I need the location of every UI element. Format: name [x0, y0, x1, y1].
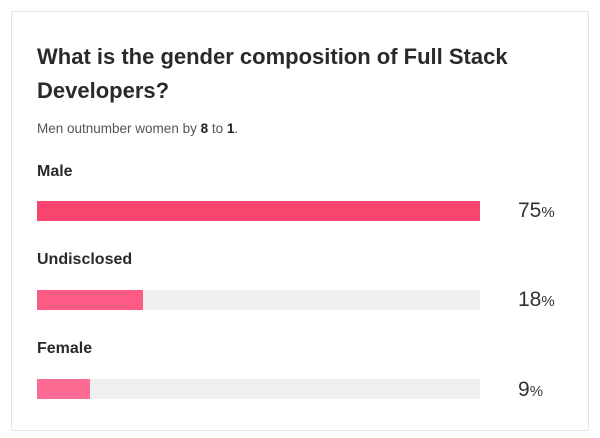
value-label-male: 75% [518, 199, 555, 225]
bar-track-male [37, 201, 480, 221]
percent-sign: % [541, 293, 555, 310]
value-label-undisclosed: 18% [518, 288, 555, 314]
bar-male [37, 201, 480, 221]
subtitle-mid: to [208, 121, 227, 136]
chart-title: What is the gender composition of Full S… [37, 44, 508, 103]
bar-label-female: Female [37, 340, 93, 357]
bar-label-undisclosed: Undisclosed [37, 251, 133, 268]
bar-track-undisclosed [37, 290, 480, 310]
value-label-female: 9% [518, 378, 543, 404]
ratio-women: 1 [226, 121, 235, 136]
subtitle-prefix: Men outnumber women by [37, 121, 201, 136]
bar-female [37, 379, 91, 399]
percent-sign: % [541, 204, 555, 221]
ratio-men: 8 [200, 121, 209, 136]
bar-track-female [37, 379, 480, 399]
value-female: 9 [518, 378, 530, 401]
chart-subtitle: Men outnumber women by 8 to 1. [37, 120, 238, 138]
subtitle-suffix: . [234, 121, 239, 136]
value-male: 75 [518, 199, 542, 222]
bar-undisclosed [37, 290, 144, 310]
value-undisclosed: 18 [518, 288, 542, 311]
chart-card: What is the gender composition of Full S… [11, 11, 589, 431]
percent-sign: % [529, 383, 544, 400]
bar-label-male: Male [37, 163, 73, 180]
